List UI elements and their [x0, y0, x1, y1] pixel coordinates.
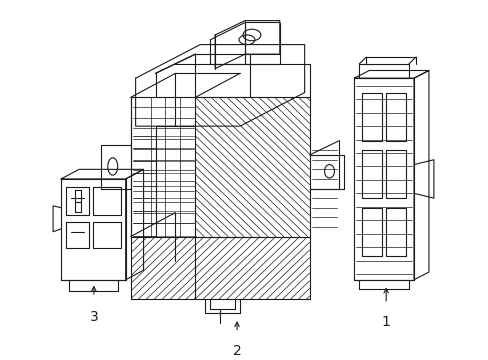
Text: 3: 3 [89, 310, 98, 324]
Text: 2: 2 [232, 344, 241, 358]
Text: 1: 1 [381, 315, 390, 329]
